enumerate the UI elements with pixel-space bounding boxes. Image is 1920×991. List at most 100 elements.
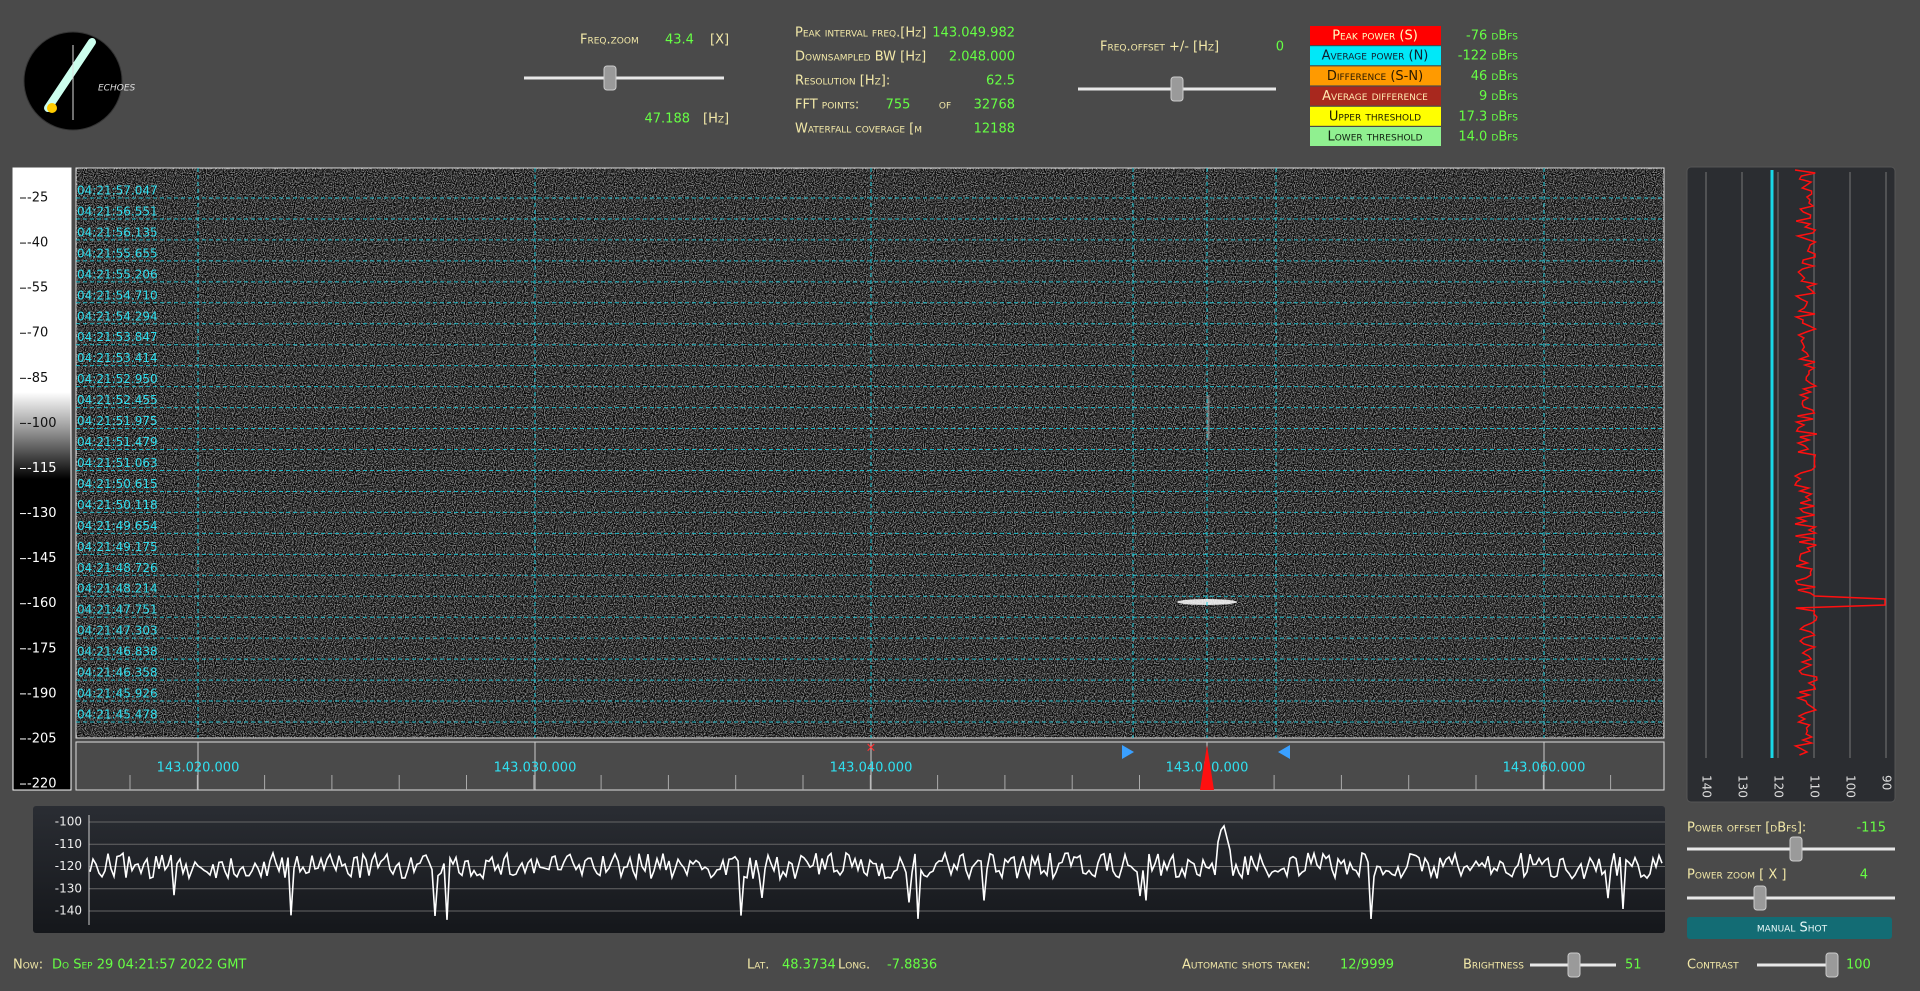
spectrum-tick-label: -140 bbox=[55, 904, 82, 918]
freq-offset-value: 0 bbox=[1276, 40, 1284, 55]
brightness-slider-thumb[interactable] bbox=[1567, 952, 1581, 978]
power-trace bbox=[1793, 169, 1886, 756]
info-label: Resolution [Hz]: bbox=[795, 74, 890, 89]
timestamp: 04:21:46.838 bbox=[77, 645, 158, 659]
timestamp: 04:21:51.975 bbox=[77, 414, 158, 428]
timestamp: 04:21:55.655 bbox=[77, 246, 158, 260]
legend-value: -76 dBfs bbox=[1466, 29, 1518, 44]
shots-label: Automatic shots taken: bbox=[1182, 958, 1310, 973]
legend-label: Average power (N) bbox=[1322, 49, 1429, 64]
timestamp: 04:21:53.847 bbox=[77, 330, 158, 344]
legend-value: 46 dBfs bbox=[1471, 69, 1519, 84]
power-scale-label: -175 bbox=[27, 641, 57, 656]
timestamp: 04:21:53.414 bbox=[77, 351, 158, 365]
timestamp: 04:21:48.726 bbox=[77, 561, 158, 575]
timestamp: 04:21:51.063 bbox=[77, 456, 158, 470]
spectrum-trace bbox=[89, 824, 1663, 920]
power-scale-label: -55 bbox=[27, 281, 48, 296]
info-value: 12188 bbox=[974, 122, 1015, 137]
waterfall-noise bbox=[76, 168, 1664, 738]
info-label: FFT points: bbox=[795, 98, 859, 113]
brightness-value: 51 bbox=[1625, 958, 1642, 973]
freq-offset-label: Freq.offset +/- [Hz] bbox=[1100, 40, 1219, 55]
timestamp: 04:21:55.206 bbox=[77, 267, 158, 281]
spectrum-tick-label: -110 bbox=[55, 837, 82, 851]
legend-box bbox=[1310, 127, 1441, 146]
freq-tick-label: 143.030.000 bbox=[494, 761, 577, 776]
freq-zoom-slider-thumb[interactable] bbox=[603, 65, 617, 91]
freq-tick-label: 143.040.000 bbox=[830, 761, 913, 776]
legend-label: Upper threshold bbox=[1329, 109, 1421, 124]
power-zoom-value: 4 bbox=[1860, 868, 1868, 883]
now-value: Do Sep 29 04:21:57 2022 GMT bbox=[52, 958, 246, 973]
spectrum-tick-label: -130 bbox=[55, 881, 82, 895]
timestamp: 04:21:54.294 bbox=[77, 309, 158, 323]
power-scale-label: -85 bbox=[27, 371, 48, 386]
marker-left bbox=[1122, 745, 1134, 759]
manual-shot-button[interactable] bbox=[1687, 917, 1892, 939]
timestamp: 04:21:57.047 bbox=[77, 184, 158, 198]
power-scale-label: -220 bbox=[27, 777, 57, 792]
timestamp: 04:21:52.950 bbox=[77, 372, 158, 386]
power-tick-label: 110 bbox=[1808, 775, 1822, 798]
power-scale-label: -145 bbox=[27, 551, 57, 566]
power-tick-label: 100 bbox=[1844, 775, 1858, 798]
lat-label: Lat. bbox=[747, 958, 769, 973]
timestamp: 04:21:47.303 bbox=[77, 624, 158, 638]
freq-tick-label: 143.020.000 bbox=[157, 761, 240, 776]
timestamp: 04:21:48.214 bbox=[77, 582, 158, 596]
power-zoom-slider-thumb[interactable] bbox=[1753, 885, 1767, 911]
long-label: Long. bbox=[838, 958, 870, 973]
shots-value: 12/9999 bbox=[1340, 958, 1394, 973]
timestamp: 04:21:45.926 bbox=[77, 687, 158, 701]
legend-box bbox=[1310, 86, 1441, 106]
power-scale-label: -100 bbox=[27, 416, 57, 431]
freq-offset-slider-thumb[interactable] bbox=[1170, 76, 1184, 102]
spectrum-tick-label: -120 bbox=[55, 859, 82, 873]
timestamp: 04:21:56.135 bbox=[77, 225, 158, 239]
power-zoom-label: Power zoom [ X ] bbox=[1687, 868, 1786, 883]
power-scale bbox=[12, 167, 72, 791]
logo-text: ECHOES bbox=[98, 84, 136, 94]
lat-value: 48.3734 bbox=[782, 958, 836, 973]
spectrum-tick-label: -100 bbox=[55, 815, 82, 829]
contrast-label: Contrast bbox=[1687, 958, 1739, 973]
timestamp: 04:21:46.358 bbox=[77, 666, 158, 680]
fft-shown: 755 bbox=[886, 98, 911, 113]
power-scale-label: -40 bbox=[27, 236, 48, 251]
fft-of: of bbox=[939, 98, 951, 113]
info-value: 2.048.000 bbox=[949, 50, 1015, 65]
power-scale-label: -115 bbox=[27, 461, 57, 476]
freq-zoom-unit: [X] bbox=[710, 33, 729, 48]
power-scale-label: -160 bbox=[27, 596, 57, 611]
freq-tick-label: 143.060.000 bbox=[1503, 761, 1586, 776]
power-tick-label: 90 bbox=[1880, 775, 1894, 790]
info-label: Downsampled BW [Hz] bbox=[795, 50, 926, 65]
now-label: Now: bbox=[13, 958, 43, 973]
power-scale-label: -25 bbox=[27, 191, 48, 206]
legend-value: 17.3 dBfs bbox=[1458, 109, 1518, 124]
timestamp: 04:21:49.175 bbox=[77, 540, 158, 554]
legend-label: Average difference bbox=[1322, 89, 1428, 104]
power-scale-label: -130 bbox=[27, 506, 57, 521]
power-offset-slider-thumb[interactable] bbox=[1789, 836, 1803, 862]
freq-span-unit: [Hz] bbox=[703, 112, 729, 127]
timestamp: 04:21:47.751 bbox=[77, 603, 158, 617]
brightness-label: Brightness bbox=[1463, 958, 1524, 973]
info-value: 143.049.982 bbox=[932, 26, 1015, 41]
contrast-slider-thumb[interactable] bbox=[1825, 952, 1839, 978]
center-marker: × bbox=[866, 741, 877, 756]
legend-box bbox=[1310, 106, 1441, 126]
peak-marker bbox=[1200, 745, 1214, 790]
freq-zoom-value: 43.4 bbox=[665, 33, 694, 48]
timestamp: 04:21:50.118 bbox=[77, 498, 158, 512]
timestamp: 04:21:52.455 bbox=[77, 393, 158, 407]
manual-shot-label[interactable]: manual Shot bbox=[1757, 921, 1828, 936]
info-label: Peak interval freq.[Hz] bbox=[795, 26, 926, 41]
info-value: 62.5 bbox=[986, 74, 1015, 89]
timestamp: 04:21:56.551 bbox=[77, 204, 158, 218]
freq-span-value: 47.188 bbox=[645, 112, 691, 127]
timestamp: 04:21:45.478 bbox=[77, 708, 158, 722]
power-tick-label: 120 bbox=[1772, 775, 1786, 798]
